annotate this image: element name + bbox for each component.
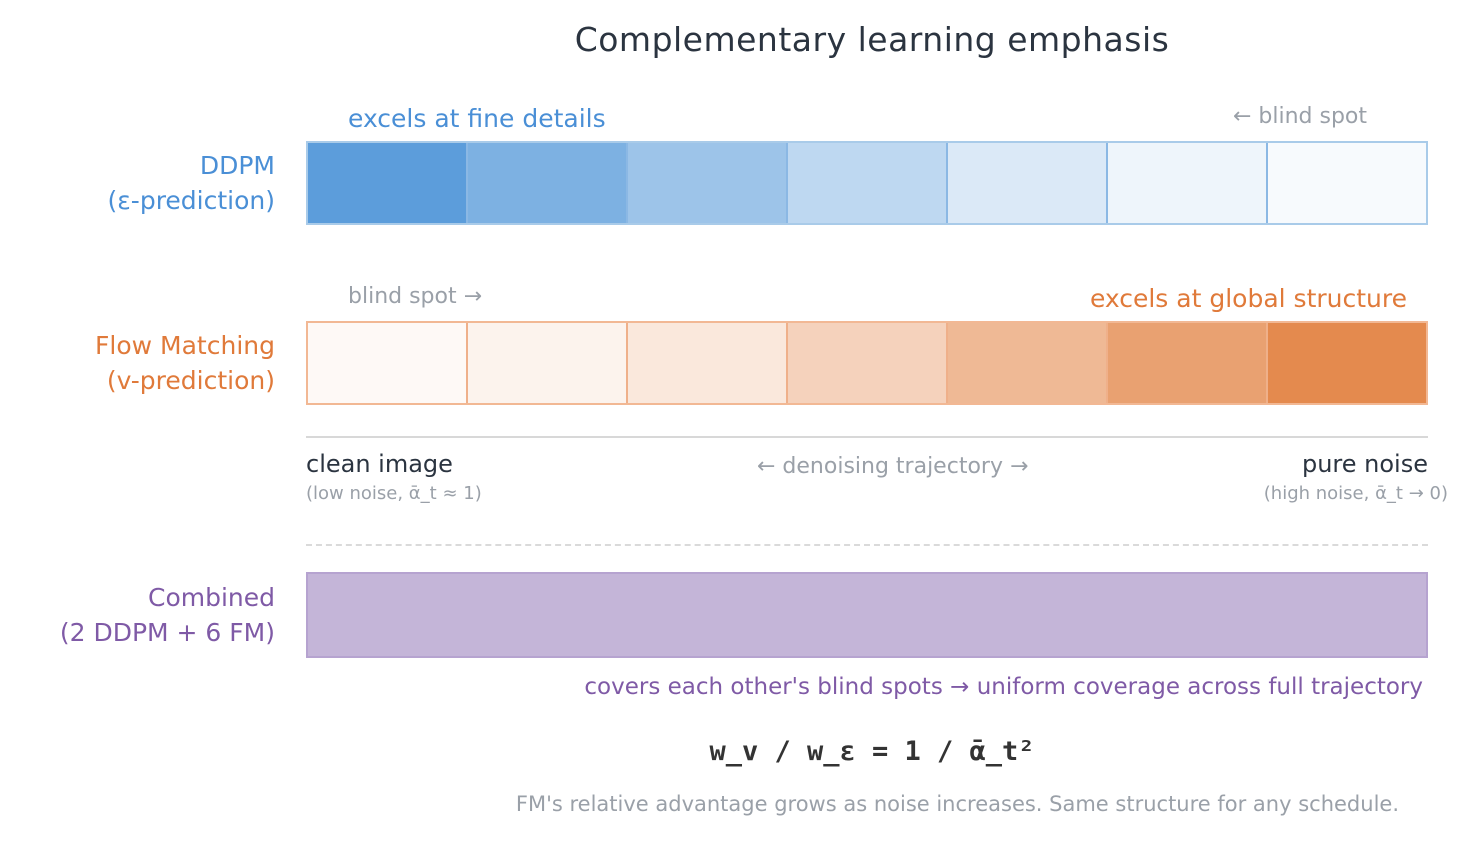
fm-segment-5: [948, 323, 1108, 403]
section-divider: [306, 544, 1428, 546]
ddpm-segment-1: [308, 143, 468, 223]
fm-emphasis-bar: [306, 321, 1428, 405]
ddpm-blind-spot-label: ← blind spot: [1232, 104, 1367, 129]
fm-label: Flow Matching (v-prediction): [95, 328, 275, 398]
axis-left-title: clean image: [306, 450, 453, 478]
weight-ratio-formula: w_v / w_ε = 1 / ᾱ_t²: [709, 736, 1035, 767]
fm-segment-4: [788, 323, 948, 403]
ddpm-segment-7: [1268, 143, 1426, 223]
trajectory-axis-line: [306, 436, 1428, 438]
axis-right-subtitle: (high noise, ᾱ_t → 0): [1263, 483, 1448, 504]
ddpm-segment-4: [788, 143, 948, 223]
fm-blind-spot-label: blind spot →: [348, 284, 483, 309]
axis-center-label: ← denoising trajectory →: [757, 454, 1029, 479]
ddpm-emphasis-bar: [306, 141, 1428, 225]
axis-left-subtitle: (low noise, ᾱ_t ≈ 1): [306, 483, 482, 504]
fm-segment-6: [1108, 323, 1268, 403]
diagram-title: Complementary learning emphasis: [574, 20, 1170, 59]
fm-segment-2: [468, 323, 628, 403]
fm-segment-7: [1268, 323, 1426, 403]
ddpm-label-name: DDPM: [199, 151, 275, 180]
combined-caption: covers each other's blind spots → unifor…: [584, 674, 1423, 700]
fm-label-name: Flow Matching: [95, 331, 275, 360]
ddpm-segment-5: [948, 143, 1108, 223]
fm-label-type: (v-prediction): [106, 366, 275, 395]
combined-coverage-bar: [306, 572, 1428, 658]
fm-segment-1: [308, 323, 468, 403]
combined-label-name: Combined: [147, 583, 275, 612]
fm-segment-3: [628, 323, 788, 403]
ddpm-label-type: (ε-prediction): [107, 186, 275, 215]
footer-note: FM's relative advantage grows as noise i…: [515, 792, 1399, 816]
ddpm-segment-2: [468, 143, 628, 223]
axis-right-title: pure noise: [1301, 450, 1428, 478]
fm-strength-label: excels at global structure: [1089, 284, 1407, 313]
combined-label: Combined (2 DDPM + 6 FM): [60, 580, 275, 650]
ddpm-strength-label: excels at fine details: [348, 104, 606, 133]
combined-label-mix: (2 DDPM + 6 FM): [59, 618, 275, 647]
ddpm-label: DDPM (ε-prediction): [108, 148, 275, 218]
ddpm-segment-6: [1108, 143, 1268, 223]
ddpm-segment-3: [628, 143, 788, 223]
